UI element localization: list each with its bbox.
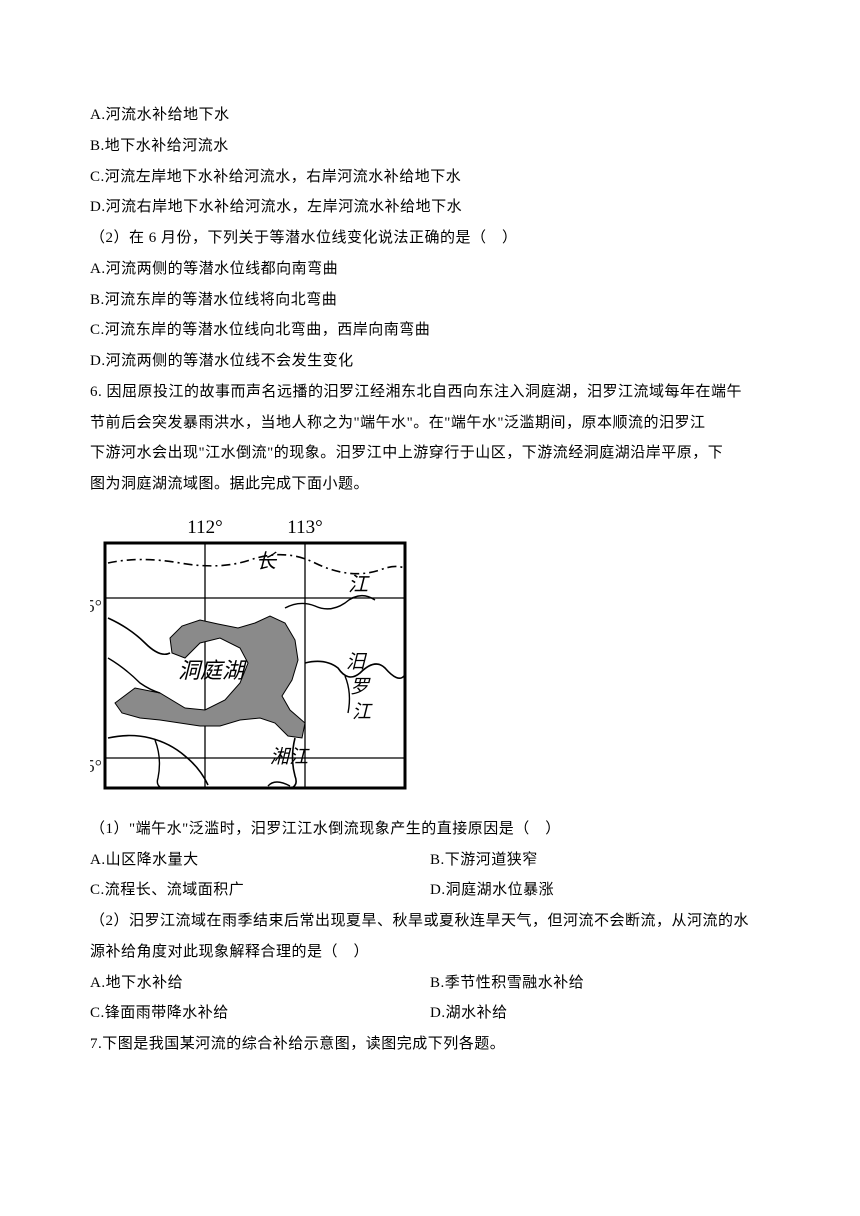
map-label-jiang2: 江 (352, 702, 373, 723)
q6-1-option-d: D.洞庭湖水位暴涨 (430, 875, 770, 906)
map-label-xiangjiang: 湘江 (270, 747, 310, 768)
map-lat-295: 29.5° (90, 596, 102, 616)
q6-sub2-line2: 源补给角度对此现象解释合理的是（ ） (90, 937, 770, 968)
map-lat-285: 28.5° (90, 756, 102, 776)
q6-1-option-b: B.下游河道狭窄 (430, 845, 770, 876)
q5-1-option-d: D.河流右岸地下水补给河流水，左岸河流水补给地下水 (90, 192, 770, 223)
q5-1-option-b: B.地下水补给河流水 (90, 131, 770, 162)
q6-sub1: （1）"端午水"泛滥时，汨罗江江水倒流现象产生的直接原因是（ ） (90, 814, 770, 845)
q5-2-option-b: B.河流东岸的等潜水位线将向北弯曲 (90, 285, 770, 316)
map-lon-113: 113° (287, 517, 322, 538)
q6-1-option-a: A.山区降水量大 (90, 845, 430, 876)
q6-2-option-b: B.季节性积雪融水补给 (430, 968, 770, 999)
q5-2-option-a: A.河流两侧的等潜水位线都向南弯曲 (90, 254, 770, 285)
map-lon-112: 112° (187, 517, 222, 538)
map-label-jiang: 江 (348, 574, 370, 596)
map-label-luo: 罗 (350, 677, 371, 698)
q6-sub2-line1: （2）汨罗江流域在雨季结束后常出现夏旱、秋旱或夏秋连旱天气，但河流不会断流，从河… (90, 906, 770, 937)
q6-2-option-a: A.地下水补给 (90, 968, 430, 999)
q5-1-option-c: C.河流左岸地下水补给河流水，右岸河流水补给地下水 (90, 162, 770, 193)
q6-2-option-c: C.锋面雨带降水补给 (90, 998, 430, 1029)
map-label-dongting: 洞庭湖 (178, 658, 247, 683)
q7-stem: 7.下图是我国某河流的综合补给示意图，读图完成下列各题。 (90, 1029, 770, 1060)
q6-stem-line4: 图为洞庭湖流域图。据此完成下面小题。 (90, 469, 770, 500)
q6-stem-line2: 节前后会突发暴雨洪水，当地人称之为"端午水"。在"端午水"泛滥期间，原本顺流的汨… (90, 408, 770, 439)
q5-sub2: （2）在 6 月份，下列关于等潜水位线变化说法正确的是（ ） (90, 223, 770, 254)
map-label-chang: 长 (256, 551, 278, 573)
q6-stem-line3: 下游河水会出现"江水倒流"的现象。汨罗江中上游穿行于山区，下游流经洞庭湖沿岸平原… (90, 438, 770, 469)
q5-2-option-d: D.河流两侧的等潜水位线不会发生变化 (90, 346, 770, 377)
q6-2-option-d: D.湖水补给 (430, 998, 770, 1029)
map-label-mi: 汨 (346, 652, 368, 673)
q6-stem-line1: 6. 因屈原投江的故事而声名远播的汨罗江经湘东北自西向东注入洞庭湖，汨罗江流域每… (90, 377, 770, 408)
dongting-map: 112° 113° 29.5° 28.5° 长 江 洞庭湖 汨 罗 江 湘江 (90, 508, 770, 806)
q6-1-option-c: C.流程长、流域面积广 (90, 875, 430, 906)
q5-1-option-a: A.河流水补给地下水 (90, 100, 770, 131)
q5-2-option-c: C.河流东岸的等潜水位线向北弯曲，西岸向南弯曲 (90, 315, 770, 346)
